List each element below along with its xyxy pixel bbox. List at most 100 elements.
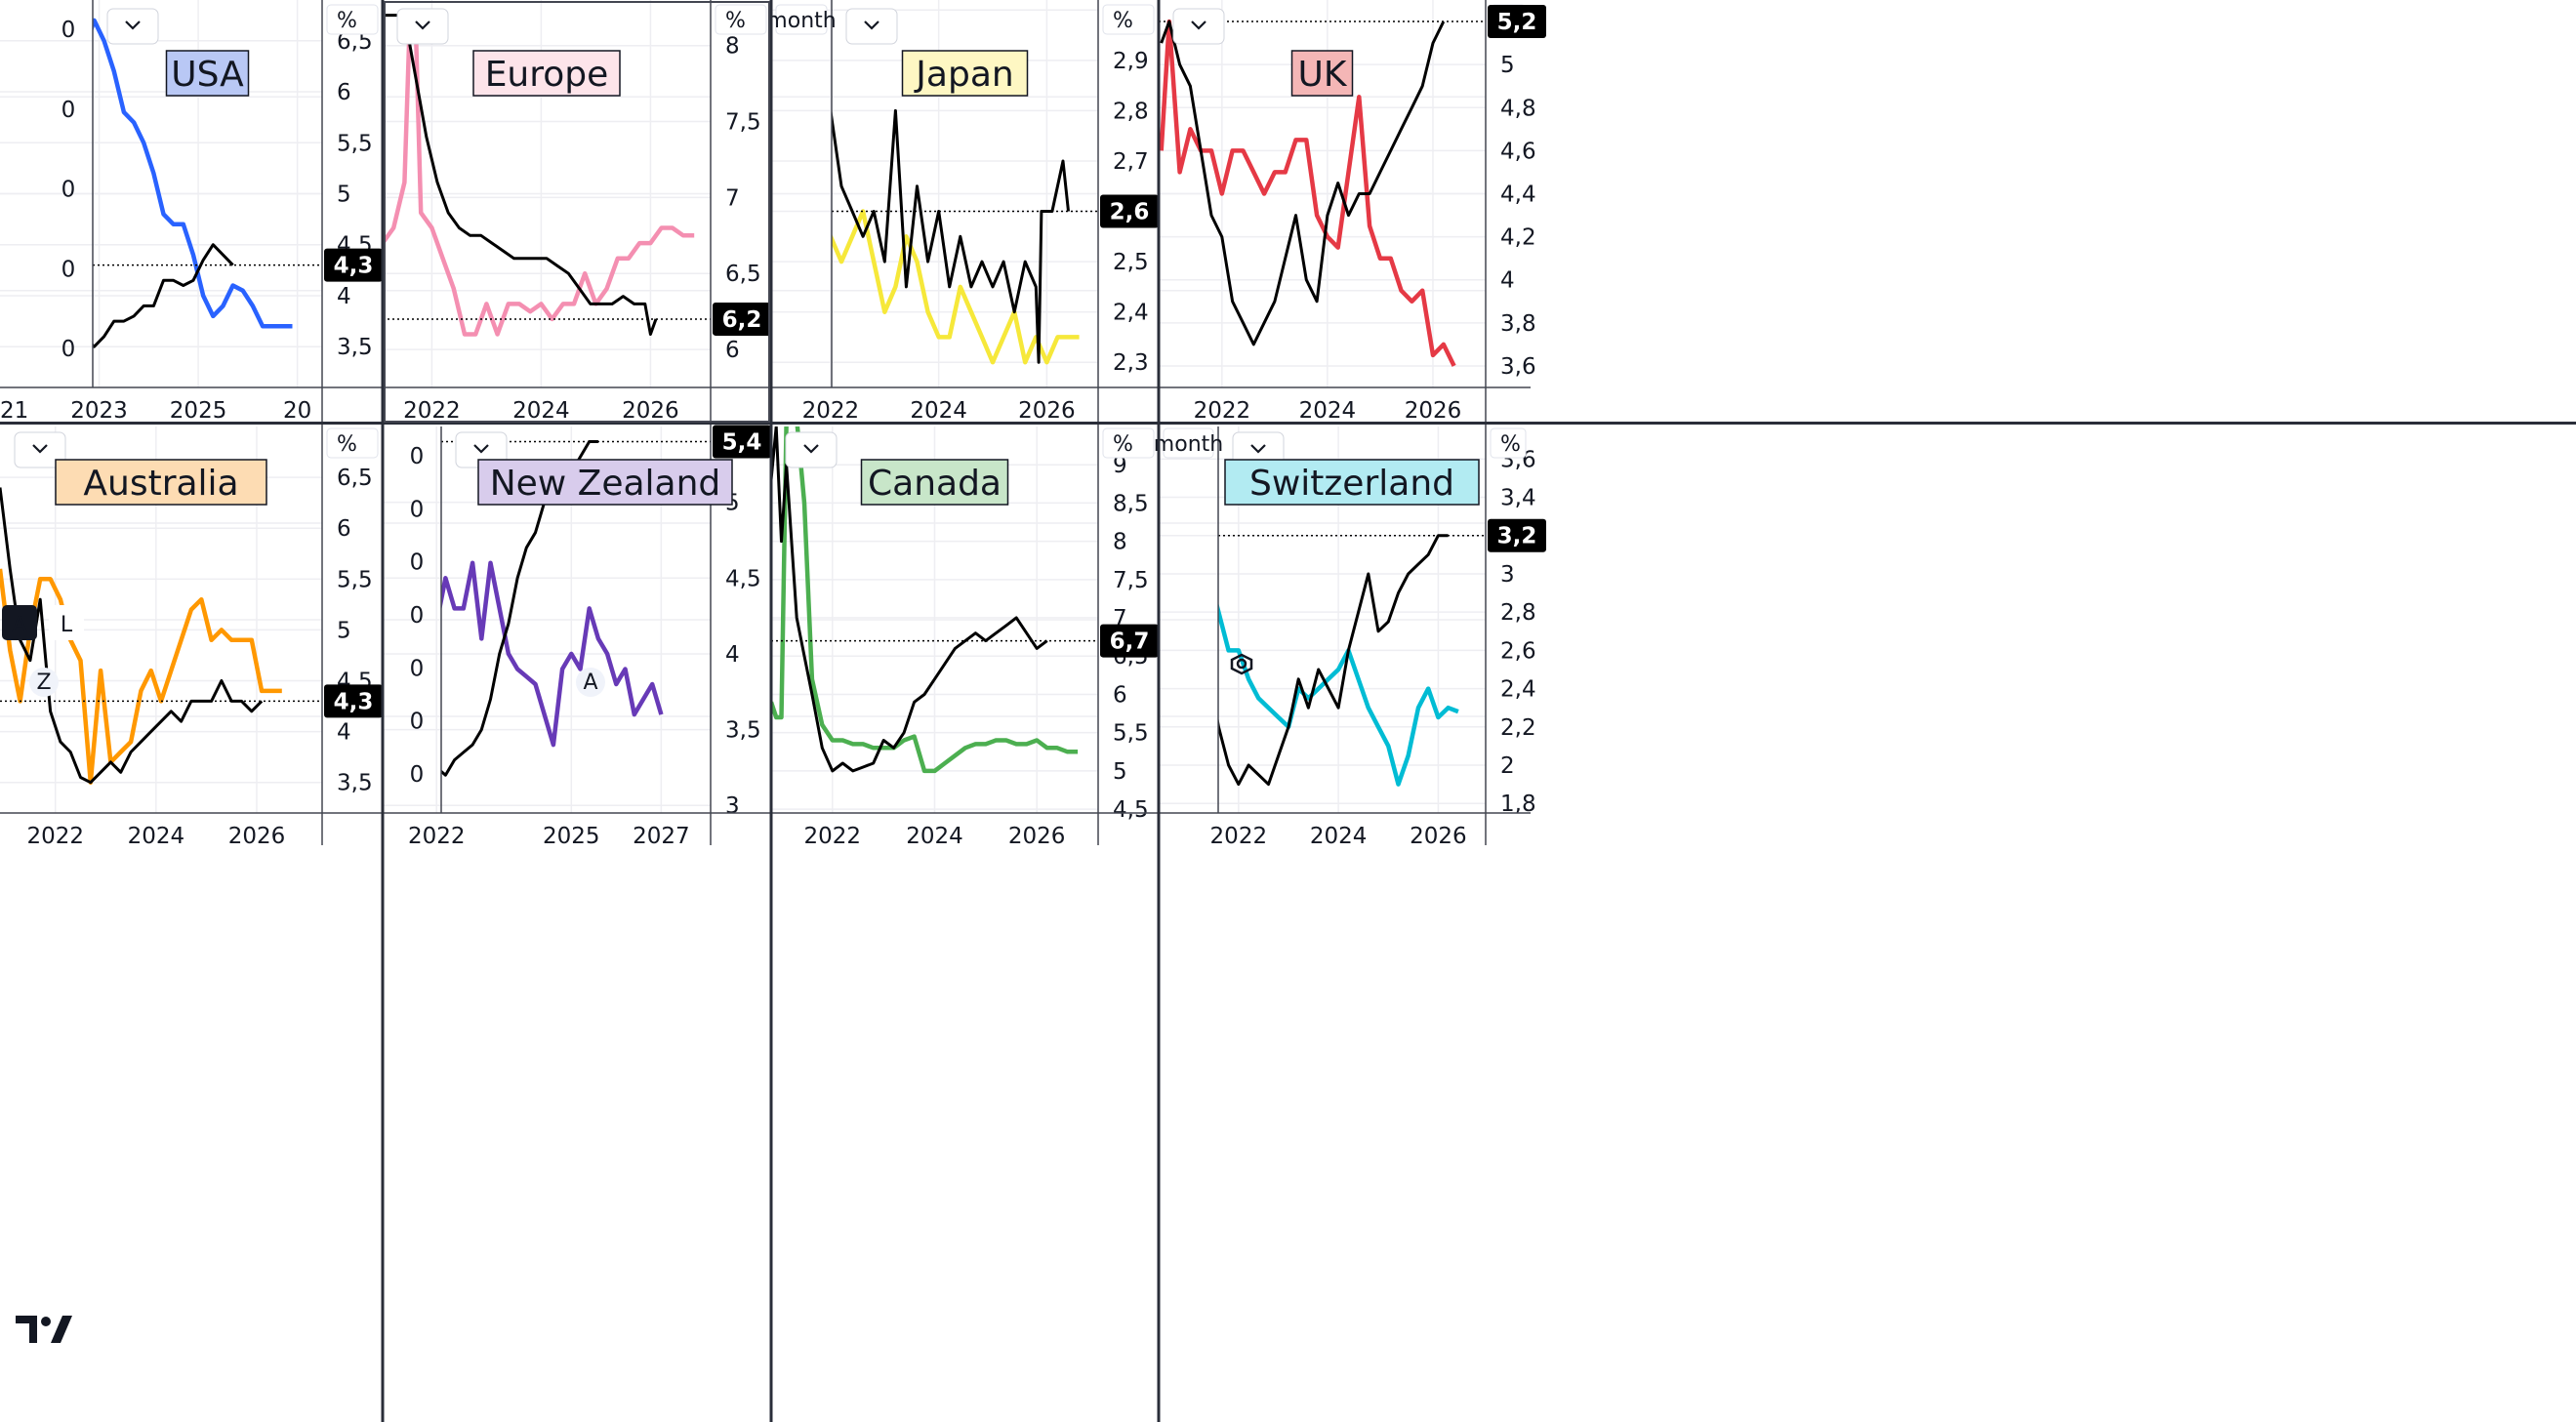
tradingview-logo-icon [16, 1316, 72, 1343]
right-axis: 3,63,43,232,82,62,42,221,8 [1500, 447, 1536, 817]
series-group [832, 108, 1080, 365]
last-value-badge: 5,4 [713, 425, 771, 459]
dropdown-button[interactable] [785, 431, 838, 468]
right-tick-label: 2,6 [1500, 638, 1536, 664]
series-line-policy-rate [383, 13, 695, 337]
last-value-text: 6,2 [722, 307, 762, 333]
x-tick-label: 2022 [403, 398, 461, 424]
unit-label[interactable]: % [1113, 432, 1133, 457]
chevron-down-icon[interactable] [1250, 444, 1266, 454]
series-line-policy-rate [0, 568, 282, 785]
unit-button[interactable]: % [326, 427, 379, 459]
log-scale-button[interactable]: L [49, 605, 84, 640]
zoom-icon[interactable]: Z [36, 670, 51, 695]
series-line-inflation [383, 14, 658, 336]
unit-label[interactable]: % [337, 9, 357, 33]
chevron-down-icon[interactable] [1191, 20, 1206, 30]
last-value-text: 3,2 [1497, 524, 1537, 549]
right-tick-label: 2,8 [1500, 600, 1536, 626]
left-tick-label: 0 [61, 337, 76, 362]
grid [0, 0, 322, 387]
chevron-down-icon[interactable] [32, 444, 48, 454]
left-tick-label: 0 [410, 550, 425, 576]
right-tick-label: 4,2 [1500, 225, 1536, 251]
last-value-badge: 2,6 [1100, 194, 1159, 228]
right-tick-label: 2,4 [1113, 301, 1149, 326]
unit-label[interactable]: % [725, 9, 746, 33]
right-axis: 6,565,554,543,5 [337, 466, 373, 796]
unit-label[interactable]: % [337, 432, 357, 457]
x-axis: 2022 2024 2026 [26, 824, 285, 849]
unit-button[interactable]: % [715, 4, 767, 35]
last-value-badge: 4,3 [324, 248, 383, 282]
x-tick-label: 2022 [408, 824, 466, 849]
last-value-text: 4,3 [334, 254, 374, 279]
pane-title-text: Switzerland [1249, 464, 1454, 504]
unit-label[interactable]: % [1113, 9, 1133, 33]
pane-title: UK [1290, 50, 1354, 97]
log-label[interactable]: L [61, 613, 73, 637]
pane-europe: 8 7,5 7 6,5 6% 2022 2024 2026 Europe 6,2 [383, 0, 771, 424]
gear-icon[interactable] [1230, 653, 1253, 675]
series-group [1159, 19, 1456, 367]
auto-scale-icon[interactable]: A [583, 670, 597, 695]
last-value-text: 5,2 [1497, 10, 1537, 35]
pane-title: Switzerland [1224, 459, 1480, 506]
last-value-badge: 4,3 [324, 684, 383, 718]
zoom-reset-button[interactable]: Z [29, 668, 59, 697]
left-tick-label: 0 [61, 178, 76, 203]
series-line-inflation [1160, 20, 1446, 346]
dropdown-button[interactable] [396, 8, 449, 45]
chevron-down-icon[interactable] [415, 20, 430, 30]
x-tick-label: 2025 [543, 824, 600, 849]
auto-scale-button[interactable]: A [2, 605, 37, 640]
right-tick-label: 7,5 [1113, 568, 1149, 593]
last-value-text: 5,4 [722, 430, 762, 456]
auto-label[interactable]: A [12, 613, 26, 637]
x-tick-label: 2026 [228, 824, 286, 849]
right-axis: 8 7,5 7 6,5 6 [725, 34, 761, 363]
right-tick-label: 3,6 [1500, 354, 1536, 380]
dropdown-button[interactable] [14, 431, 66, 468]
unit-label[interactable]: % [1500, 432, 1521, 457]
x-tick-label: 2023 [70, 398, 128, 424]
dropdown-button[interactable] [106, 8, 159, 45]
pane-title: Canada [860, 459, 1009, 506]
x-tick-label: 2022 [1210, 824, 1268, 849]
unit-button[interactable]: % [1102, 4, 1155, 35]
right-tick-label: 2,8 [1113, 99, 1149, 124]
series-line-inflation [0, 487, 264, 785]
last-value-text: 2,6 [1110, 200, 1150, 225]
unit-button[interactable]: % [326, 4, 379, 35]
month-button[interactable]: month [1154, 427, 1223, 459]
month-button[interactable]: month [766, 4, 837, 35]
last-value-badge: 5,2 [1488, 5, 1546, 39]
right-tick-label: 5,5 [1113, 721, 1149, 747]
unit-button[interactable]: % [1102, 427, 1155, 459]
chevron-down-icon[interactable] [803, 444, 819, 454]
unit-button[interactable]: % [1490, 427, 1527, 459]
x-tick-label: 2022 [802, 398, 860, 424]
right-tick-label: 3,4 [1500, 486, 1536, 511]
series-line-inflation [771, 427, 1048, 773]
auto-scale-axis-button[interactable]: A [576, 668, 605, 697]
x-axis: 2022 2024 2026 [804, 824, 1066, 849]
month-label[interactable]: month [766, 9, 836, 33]
title-box [472, 50, 621, 97]
chevron-down-icon[interactable] [864, 20, 879, 30]
right-tick-label: 5,5 [337, 567, 373, 592]
dropdown-button[interactable] [845, 8, 898, 45]
right-tick-label: 5 [1500, 53, 1515, 78]
pane-title: Australia [55, 459, 267, 506]
right-tick-label: 2,7 [1113, 149, 1149, 175]
month-label[interactable]: month [1154, 432, 1223, 457]
x-tick-label: 2026 [1018, 398, 1076, 424]
x-axis: 2022 2024 2026 [1210, 824, 1467, 849]
x-axis: 2022 2024 2026 [802, 398, 1076, 424]
right-tick-label: 3,8 [1500, 311, 1536, 337]
right-tick-label: 2 [1500, 753, 1515, 779]
last-value-badge: 6,2 [713, 302, 771, 336]
dropdown-button[interactable] [1172, 8, 1225, 45]
chevron-down-icon[interactable] [125, 20, 141, 30]
chevron-down-icon[interactable] [473, 444, 489, 454]
